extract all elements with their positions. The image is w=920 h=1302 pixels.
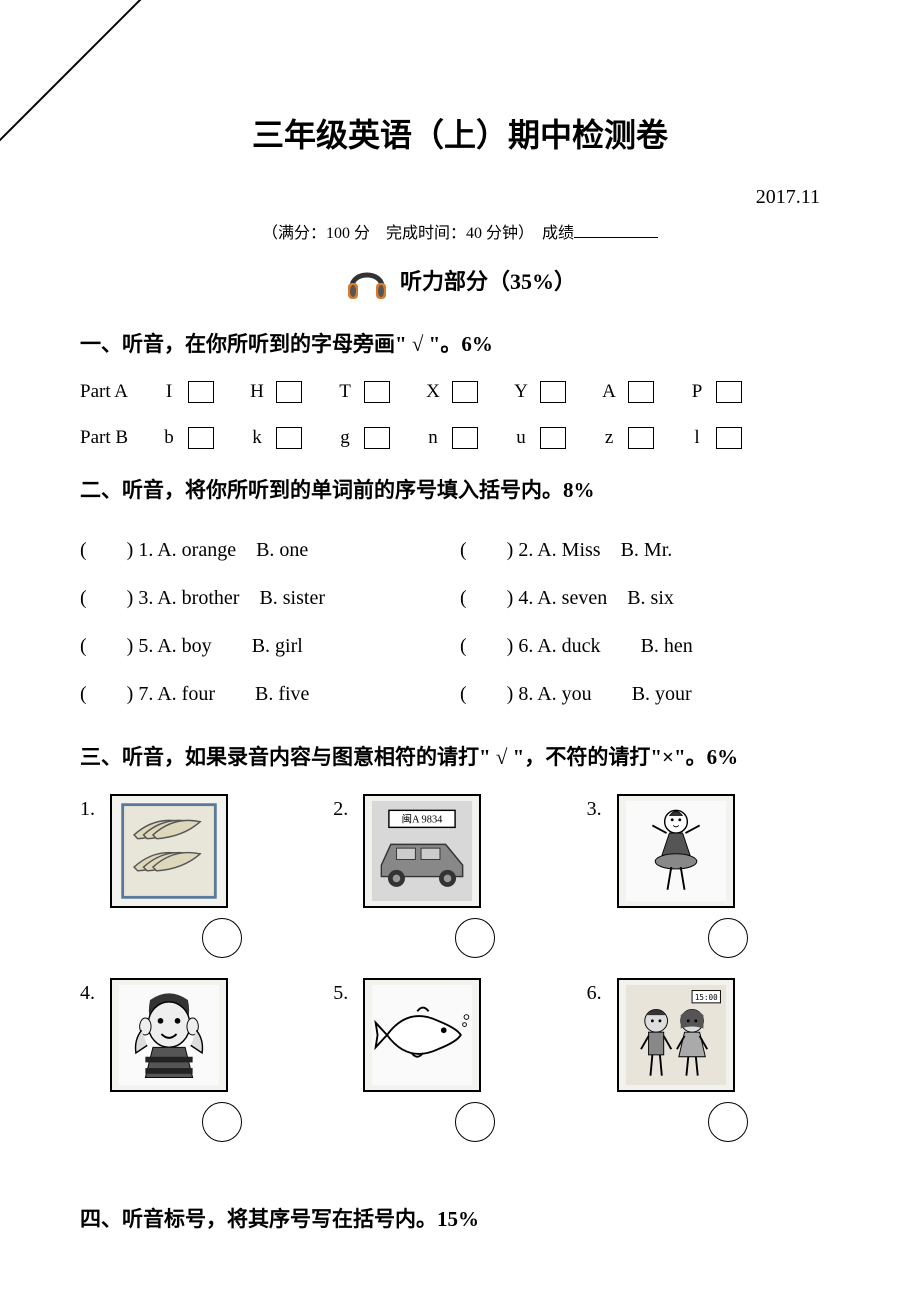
checkbox[interactable]: [364, 381, 390, 403]
letter-item: n: [424, 427, 478, 449]
image-boy-ears: [110, 978, 228, 1092]
q2-item: ( ) 3. A. brother B. sister: [80, 574, 460, 622]
exam-title: 三年级英语（上）期中检测卷: [80, 110, 840, 156]
q3-item-1: 1.: [80, 794, 333, 958]
q3-heading: 三、听音，如果录音内容与图意相符的请打" √ "，不符的请打"×"。6%: [80, 740, 840, 776]
q2-item: ( ) 2. A. Miss B. Mr.: [460, 526, 840, 574]
checkbox[interactable]: [540, 427, 566, 449]
checkbox[interactable]: [188, 381, 214, 403]
letter-item: k: [248, 427, 302, 449]
partA-label: Part A: [80, 381, 128, 403]
meta-line: （满分：100 分 完成时间：40 分钟） 成绩: [80, 219, 840, 243]
partB-label: Part B: [80, 427, 128, 449]
q3-number: 5.: [333, 978, 363, 1005]
checkbox[interactable]: [452, 427, 478, 449]
q2-item: ( ) 5. A. boy B. girl: [80, 622, 460, 670]
q3-number: 2.: [333, 794, 363, 821]
listening-header: 听力部分（35%）: [80, 257, 840, 303]
checkbox[interactable]: [540, 381, 566, 403]
svg-text:15:00: 15:00: [694, 993, 717, 1002]
q2-item: ( ) 4. A. seven B. six: [460, 574, 840, 622]
score-blank[interactable]: [574, 222, 658, 238]
q2-heading: 二、听音，将你所听到的单词前的序号填入括号内。8%: [80, 473, 840, 509]
q3-number: 6.: [587, 978, 617, 1005]
checkbox[interactable]: [452, 381, 478, 403]
letter-item: z: [600, 427, 654, 449]
q3-number: 4.: [80, 978, 110, 1005]
meta-text: （满分：100 分 完成时间：40 分钟） 成绩: [262, 225, 574, 242]
headphone-icon: [344, 257, 390, 303]
q3-grid: 1.: [80, 794, 840, 1162]
letter-item: I: [160, 381, 214, 403]
letter-item: l: [688, 427, 742, 449]
q3-item-4: 4.: [80, 978, 333, 1142]
q3-item-6: 6. 15:00: [587, 978, 840, 1142]
q2-item: ( ) 1. A. orange B. one: [80, 526, 460, 574]
image-bananas: [110, 794, 228, 908]
q3-item-5: 5.: [333, 978, 586, 1142]
q3-number: 3.: [587, 794, 617, 821]
checkbox[interactable]: [628, 427, 654, 449]
letter-item: A: [600, 381, 654, 403]
q2-grid: ( ) 1. A. orange B. one ( ) 2. A. Miss B…: [80, 526, 840, 718]
checkbox[interactable]: [276, 381, 302, 403]
q3-item-3: 3.: [587, 794, 840, 958]
exam-date: 2017.11: [80, 186, 840, 209]
letter-item: u: [512, 427, 566, 449]
q1-heading: 一、听音，在你所听到的字母旁画" √ "。6%: [80, 327, 840, 363]
exam-page: 三年级英语（上）期中检测卷 2017.11 （满分：100 分 完成时间：40 …: [0, 0, 920, 1296]
q3-item-2: 2. 闽A 9834: [333, 794, 586, 958]
q4-heading: 四、听音标号，将其序号写在括号内。15%: [80, 1202, 840, 1238]
answer-circle[interactable]: [202, 1102, 242, 1142]
letter-item: T: [336, 381, 390, 403]
q2-item: ( ) 8. A. you B. your: [460, 670, 840, 718]
answer-circle[interactable]: [708, 1102, 748, 1142]
checkbox[interactable]: [716, 427, 742, 449]
letter-item: X: [424, 381, 478, 403]
corner-diagonal: [0, 0, 180, 180]
answer-circle[interactable]: [202, 918, 242, 958]
answer-circle[interactable]: [455, 1102, 495, 1142]
image-dancer: [617, 794, 735, 908]
q2-item: ( ) 6. A. duck B. hen: [460, 622, 840, 670]
letter-item: H: [248, 381, 302, 403]
image-car: 闽A 9834: [363, 794, 481, 908]
q3-number: 1.: [80, 794, 110, 821]
q2-item: ( ) 7. A. four B. five: [80, 670, 460, 718]
plate-text: 闽A 9834: [402, 813, 444, 826]
checkbox[interactable]: [628, 381, 654, 403]
checkbox[interactable]: [276, 427, 302, 449]
listening-header-text: 听力部分（35%）: [400, 264, 576, 296]
q1-partB-row: Part B b k g n u z l: [80, 427, 840, 449]
letter-item: g: [336, 427, 390, 449]
letter-item: Y: [512, 381, 566, 403]
q1-partA-row: Part A I H T X Y A P: [80, 381, 840, 403]
letter-item: b: [160, 427, 214, 449]
checkbox[interactable]: [188, 427, 214, 449]
checkbox[interactable]: [364, 427, 390, 449]
answer-circle[interactable]: [708, 918, 748, 958]
answer-circle[interactable]: [455, 918, 495, 958]
checkbox[interactable]: [716, 381, 742, 403]
letter-item: P: [688, 381, 742, 403]
image-two-kids: 15:00: [617, 978, 735, 1092]
image-fish: [363, 978, 481, 1092]
